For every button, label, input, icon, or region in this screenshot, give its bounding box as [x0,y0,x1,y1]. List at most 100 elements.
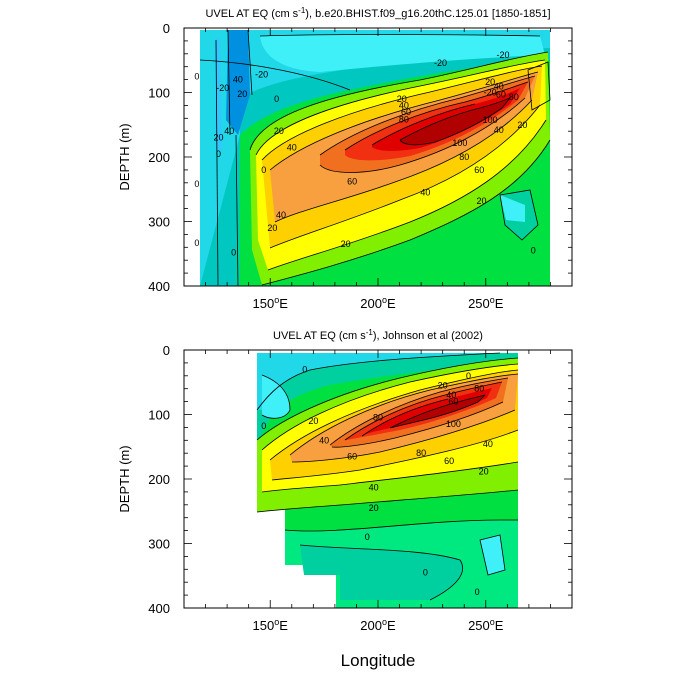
contour-label: 0 [531,246,536,256]
contour-label: 40 [446,390,456,400]
y-tick-label: 200 [148,150,170,165]
contour-label: 20 [308,416,318,426]
contour-label: -20 [255,69,268,79]
y-tick-label: 100 [148,86,170,101]
top-panel: UVEL AT EQ (cm s-1), b.e20.BHIST.f09_g16… [117,6,573,311]
contour-label: 40 [483,439,493,449]
fill-region [257,353,500,410]
contour-label: 20 [476,196,486,206]
fill-region [300,545,463,600]
fill-region [400,98,510,145]
contour-label: 20 [341,239,351,249]
contour-label: 20 [485,77,495,87]
contour-label: 40 [369,482,379,492]
contour-label: 60 [448,397,458,407]
contour-label: 0 [231,247,236,257]
contour-field [256,352,519,608]
contour-label: 80 [416,448,426,458]
contour-label: 20 [237,89,247,99]
fill-region [200,30,550,286]
contour-labels: 0-20-20-20-20400204020000002040604020204… [194,50,535,257]
contour-label: 0 [274,94,279,104]
contour-label: 40 [233,75,243,85]
contour-label: -20 [434,58,447,68]
y-axis-label: DEPTH (m) [117,445,132,512]
contour-label: 20 [397,94,407,104]
contour-label: 60 [347,177,357,187]
x-tick-label: 250oE [468,295,504,311]
contour-label: 80 [509,92,519,102]
y-tick-label: 0 [163,343,170,358]
contour-label: 100 [452,138,467,148]
contour-label: 0 [261,421,266,431]
y-tick-label: 200 [148,472,170,487]
y-tick-label: 0 [163,21,170,36]
contour-label: 60 [347,451,357,461]
contour-label: 0 [302,364,307,374]
contour-label: 40 [494,82,504,92]
y-tick-label: 300 [148,537,170,552]
contour-label: 40 [276,210,286,220]
fill-region [390,395,485,428]
panel-title: UVEL AT EQ (cm s-1), b.e20.BHIST.f09_g16… [205,6,550,20]
contour-label: 60 [474,165,484,175]
contour-label: 60 [496,89,506,99]
fill-region [260,34,545,72]
contour-label: 80 [399,115,409,125]
contour-label: 40 [494,125,504,135]
contour-label: 0 [194,71,199,81]
contour-label: 0 [194,238,199,248]
contour-label: 20 [517,120,527,130]
contour-label: 20 [274,126,284,136]
contour-label: 20 [369,503,379,513]
contour-label: 80 [459,152,469,162]
y-tick-label: 400 [148,279,170,294]
contour-label: -20 [216,83,229,93]
x-tick-label: 250oE [468,617,504,633]
contour-label: -20 [497,50,510,60]
contour-lines [199,29,551,286]
panel-title: UVEL AT EQ (cm s-1), Johnson et al (2002… [273,328,483,342]
contour-label: 0 [261,165,266,175]
x-axis-label: Longitude [341,651,416,670]
x-tick-label: 150oE [253,295,289,311]
contour-label: 100 [446,419,461,429]
fill-region [480,535,505,575]
contour-label: 40 [399,100,409,110]
contour-label: 0 [423,568,428,578]
contour-label: -20 [484,88,497,98]
contour-label: 20 [438,380,448,390]
contour-label: 80 [474,384,484,394]
contour-label: 100 [483,115,498,125]
contour-label: 0 [466,371,471,381]
contour-lines [256,352,519,601]
fill-region [262,375,290,419]
contour-label: 40 [420,187,430,197]
fill-region [500,195,525,222]
contour-label: 20 [213,133,223,143]
contour-label: 0 [475,587,480,597]
bottom-panel: UVEL AT EQ (cm s-1), Johnson et al (2002… [117,328,573,670]
contour-label: 40 [287,142,297,152]
contour-field [199,29,551,286]
y-tick-label: 400 [148,601,170,616]
contour-label: 20 [267,223,277,233]
contour-label: 60 [444,456,454,466]
x-tick-label: 200oE [360,295,396,311]
x-tick-label: 200oE [360,617,396,633]
contour-label: 0 [194,179,199,189]
x-tick-label: 150oE [253,617,289,633]
fill-region [257,353,518,440]
contour-label: 20 [479,466,489,476]
y-tick-label: 300 [148,215,170,230]
contour-label: 40 [224,126,234,136]
contour-label: 60 [401,107,411,117]
contour-label: 0 [216,149,221,159]
contour-label: 0 [365,532,370,542]
fill-region [226,30,250,135]
y-tick-label: 100 [148,408,170,423]
